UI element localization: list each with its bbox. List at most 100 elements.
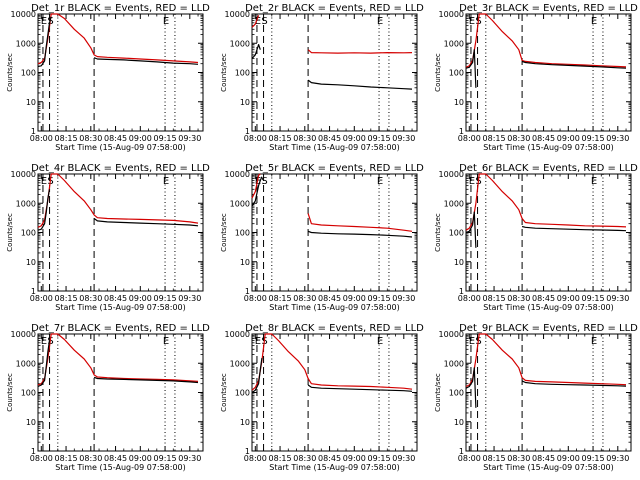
y-tick-label: 10	[454, 258, 464, 267]
y-axis-label: Counts/sec	[220, 53, 228, 92]
lld-series-line	[307, 49, 413, 54]
y-tick-label: 1000	[230, 39, 250, 48]
events-series-line	[521, 380, 627, 387]
y-tick-label: 1	[459, 287, 464, 296]
x-tick-label: 08:00	[30, 134, 53, 143]
event-marker-label: S	[261, 16, 267, 27]
y-tick-label: 10	[454, 98, 464, 107]
chart-title: Det_6r BLACK = Events, RED = LLD	[459, 163, 638, 174]
y-axis-label: Counts/sec	[6, 213, 14, 252]
chart-panel: Det_9r BLACK = Events, RED = LLD 1 10 100 10…	[434, 323, 638, 472]
events-series-line	[465, 367, 477, 408]
x-tick-label: 08:30	[507, 134, 530, 143]
events-series-line	[37, 340, 51, 388]
events-series-line	[465, 49, 477, 88]
chart-title: Det_4r BLACK = Events, RED = LLD	[31, 163, 210, 174]
x-tick-label: 08:30	[293, 134, 316, 143]
events-series-line	[307, 79, 413, 90]
x-tick-label: 09:15	[582, 134, 605, 143]
x-tick-label: 08:00	[30, 294, 53, 303]
chart-title: Det_1r BLACK = Events, RED = LLD	[31, 3, 210, 14]
x-tick-label: 09:15	[368, 134, 391, 143]
chart-title: Det_9r BLACK = Events, RED = LLD	[459, 323, 638, 334]
x-tick-label: 08:00	[458, 294, 481, 303]
event-marker-label: E	[377, 336, 383, 347]
event-marker-label: E	[591, 336, 597, 347]
x-tick-label: 08:30	[79, 454, 102, 463]
event-marker-label: E	[41, 176, 47, 187]
chart-title: Det_3r BLACK = Events, RED = LLD	[459, 3, 638, 14]
event-marker-label: E	[255, 336, 261, 347]
events-series-line	[307, 384, 413, 392]
y-tick-label: 1	[459, 127, 464, 136]
y-tick-label: 1000	[230, 359, 250, 368]
plot-frame	[37, 13, 204, 132]
x-axis-label: Start Time (15-Aug-09 07:58:00)	[269, 143, 400, 152]
x-tick-label: 08:15	[483, 134, 506, 143]
x-tick-label: 08:45	[104, 294, 127, 303]
x-tick-label: 09:30	[178, 454, 201, 463]
x-tick-label: 09:00	[129, 294, 152, 303]
y-tick-label: 100	[449, 229, 464, 238]
y-tick-label: 10	[26, 418, 36, 427]
x-tick-label: 09:30	[392, 454, 415, 463]
y-axis-label: Counts/sec	[434, 213, 442, 252]
y-tick-label: 10000	[225, 10, 250, 19]
y-tick-label: 1	[31, 447, 36, 456]
y-tick-label: 1000	[16, 39, 36, 48]
chart-title: Det_2r BLACK = Events, RED = LLD	[245, 3, 424, 14]
x-tick-label: 09:00	[343, 454, 366, 463]
events-series-line	[93, 376, 199, 384]
x-tick-label: 09:00	[557, 294, 580, 303]
y-tick-label: 10000	[11, 330, 36, 339]
x-tick-label: 09:30	[392, 134, 415, 143]
x-tick-label: 08:30	[507, 454, 530, 463]
y-tick-label: 1	[459, 447, 464, 456]
y-tick-label: 10000	[439, 10, 464, 19]
lld-series-line	[465, 13, 627, 68]
x-tick-label: 08:45	[104, 454, 127, 463]
x-tick-label: 09:30	[392, 294, 415, 303]
event-marker-label: E	[377, 16, 383, 27]
x-axis-label: Start Time (15-Aug-09 07:58:00)	[269, 303, 400, 312]
x-tick-label: 08:30	[507, 294, 530, 303]
x-axis-label: Start Time (15-Aug-09 07:58:00)	[55, 303, 186, 312]
x-tick-label: 09:00	[129, 454, 152, 463]
lld-series-line	[37, 173, 199, 228]
x-tick-label: 08:15	[55, 294, 78, 303]
events-series-line	[37, 189, 51, 231]
plot-frame	[251, 333, 418, 452]
events-series-line	[93, 218, 199, 227]
x-tick-label: 08:30	[79, 134, 102, 143]
events-series-line	[93, 57, 199, 65]
x-tick-label: 08:15	[55, 454, 78, 463]
plot-frame	[465, 333, 632, 452]
chart-panel: Det_4r BLACK = Events, RED = LLD 1 10 100 10…	[6, 163, 210, 312]
y-tick-label: 1000	[16, 359, 36, 368]
x-tick-label: 08:45	[532, 294, 555, 303]
y-tick-label: 1	[245, 287, 250, 296]
event-marker-label: E	[41, 16, 47, 27]
y-tick-label: 1	[31, 127, 36, 136]
y-tick-label: 10	[454, 418, 464, 427]
x-tick-label: 08:45	[318, 454, 341, 463]
y-tick-label: 1000	[444, 359, 464, 368]
events-series-line	[307, 230, 413, 238]
y-tick-label: 1000	[444, 39, 464, 48]
y-tick-label: 1	[245, 127, 250, 136]
lld-series-line	[307, 213, 413, 232]
x-axis-label: Start Time (15-Aug-09 07:58:00)	[483, 303, 614, 312]
event-marker-label: E	[163, 176, 169, 187]
events-series-line	[251, 43, 261, 59]
event-marker-label: E	[41, 336, 47, 347]
plot-frame	[251, 13, 418, 132]
event-marker-label: E	[469, 16, 475, 27]
event-marker-label: E	[469, 176, 475, 187]
event-marker-label: E	[469, 336, 475, 347]
x-tick-label: 08:15	[269, 294, 292, 303]
event-marker-label: E	[591, 176, 597, 187]
x-tick-label: 09:15	[582, 454, 605, 463]
x-tick-label: 09:15	[154, 134, 177, 143]
